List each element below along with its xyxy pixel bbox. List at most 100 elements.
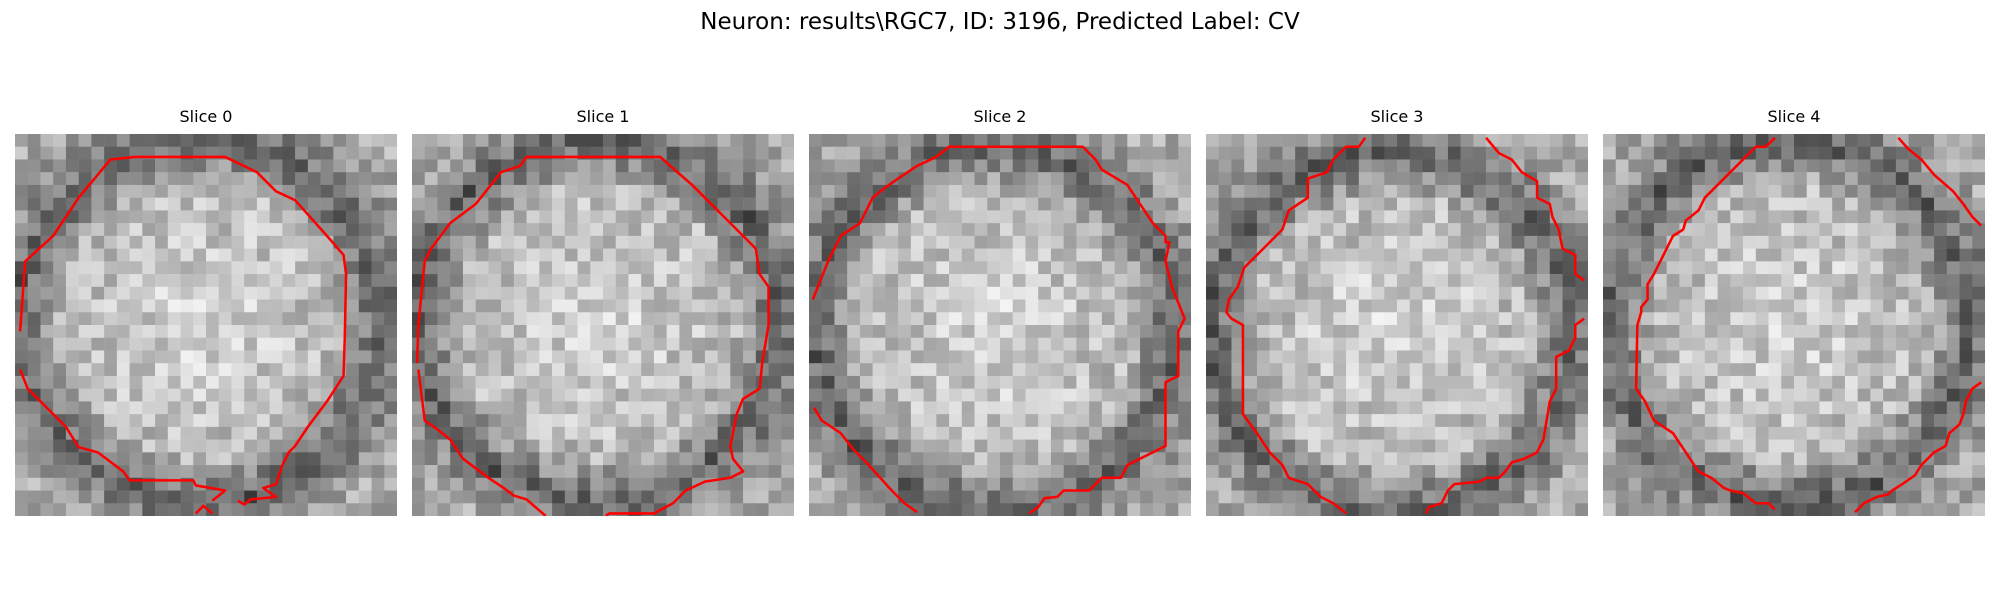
pixel xyxy=(513,235,527,249)
pixel xyxy=(1178,325,1191,338)
pixel xyxy=(1473,146,1487,160)
pixel xyxy=(1946,235,1960,249)
pixel xyxy=(1076,401,1090,415)
pixel xyxy=(1409,159,1423,173)
pixel xyxy=(231,286,245,300)
pixel xyxy=(1333,210,1347,224)
pixel xyxy=(987,477,1001,491)
pixel xyxy=(1076,261,1090,275)
pixel xyxy=(1908,134,1922,147)
pixel xyxy=(1063,477,1077,491)
pixel xyxy=(1666,452,1680,466)
pixel xyxy=(847,159,861,173)
pixel xyxy=(1486,426,1500,440)
pixel xyxy=(412,439,425,453)
pixel xyxy=(1794,388,1807,402)
pixel xyxy=(653,299,667,313)
pixel xyxy=(1844,414,1858,428)
pixel xyxy=(412,172,425,186)
pixel xyxy=(1692,350,1706,364)
pixel xyxy=(142,184,156,198)
pixel xyxy=(40,490,54,504)
pixel xyxy=(27,197,41,211)
pixel xyxy=(1307,375,1321,389)
pixel xyxy=(1244,159,1258,173)
pixel xyxy=(577,299,591,313)
pixel xyxy=(53,363,67,377)
pixel xyxy=(885,325,899,338)
pixel xyxy=(653,350,667,364)
pixel xyxy=(1089,350,1103,364)
pixel xyxy=(961,363,975,377)
pixel xyxy=(1959,299,1973,313)
pixel xyxy=(1025,184,1039,198)
pixel xyxy=(1498,261,1512,275)
pixel xyxy=(1615,350,1629,364)
pixel xyxy=(437,134,451,147)
pixel xyxy=(1025,197,1039,211)
pixel xyxy=(1114,490,1128,504)
pixel xyxy=(27,184,41,198)
pixel xyxy=(1000,426,1013,440)
pixel xyxy=(1819,452,1833,466)
pixel xyxy=(1549,439,1563,453)
pixel xyxy=(821,439,835,453)
pixel xyxy=(1666,235,1680,249)
pixel xyxy=(1089,465,1103,479)
pixel xyxy=(40,452,54,466)
pixel xyxy=(1562,375,1576,389)
pixel xyxy=(218,325,232,338)
pixel xyxy=(1269,210,1283,224)
pixel xyxy=(1422,426,1436,440)
pixel xyxy=(295,477,309,491)
pixel xyxy=(501,312,515,326)
pixel xyxy=(615,184,629,198)
pixel xyxy=(1895,350,1909,364)
pixel xyxy=(859,172,873,186)
pixel xyxy=(333,159,347,173)
pixel xyxy=(358,337,372,351)
pixel xyxy=(987,286,1001,300)
pixel xyxy=(679,414,693,428)
pixel xyxy=(371,414,385,428)
pixel xyxy=(1870,337,1884,351)
pixel xyxy=(539,375,553,389)
pixel xyxy=(1946,439,1960,453)
pixel xyxy=(371,172,385,186)
pixel xyxy=(488,388,502,402)
pixel xyxy=(1781,401,1795,415)
pixel xyxy=(1460,363,1474,377)
pixel xyxy=(371,274,385,288)
pixel xyxy=(244,223,258,237)
pixel xyxy=(1409,274,1423,288)
pixel xyxy=(1346,146,1360,160)
pixel xyxy=(781,503,794,516)
pixel xyxy=(1895,159,1909,173)
pixel xyxy=(1358,312,1372,326)
pixel xyxy=(1908,439,1922,453)
pixel xyxy=(142,503,156,516)
pixel xyxy=(218,350,232,364)
pixel xyxy=(1127,350,1141,364)
pixel xyxy=(244,235,258,249)
pixel xyxy=(333,286,347,300)
pixel xyxy=(206,426,219,440)
pixel xyxy=(1384,312,1398,326)
pixel xyxy=(885,235,899,249)
pixel xyxy=(244,261,258,275)
pixel xyxy=(513,312,527,326)
pixel xyxy=(501,299,515,313)
pixel xyxy=(384,286,397,300)
pixel xyxy=(1076,197,1090,211)
pixel xyxy=(1269,235,1283,249)
pixel xyxy=(961,172,975,186)
pixel xyxy=(1231,401,1245,415)
pixel xyxy=(1422,223,1436,237)
pixel xyxy=(692,363,706,377)
pixel xyxy=(1870,223,1884,237)
pixel xyxy=(615,388,629,402)
pixel xyxy=(1883,134,1897,147)
pixel xyxy=(282,350,296,364)
pixel xyxy=(1397,439,1410,453)
pixel xyxy=(679,477,693,491)
